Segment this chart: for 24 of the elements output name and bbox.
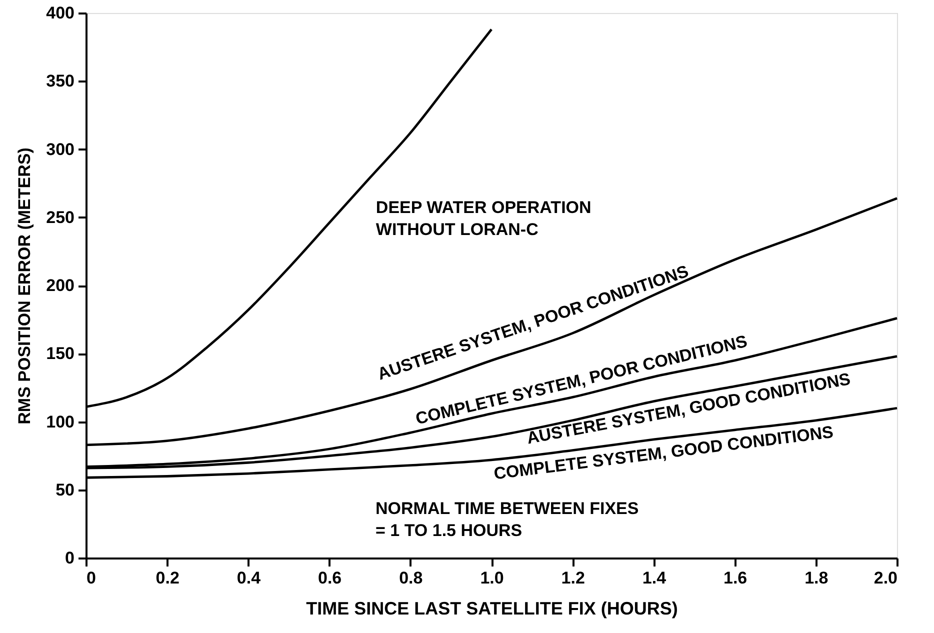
y-tick-label: 300 (46, 140, 74, 159)
y-tick-label: 350 (46, 72, 74, 91)
y-tick-label: 150 (46, 344, 74, 364)
y-tick-label: 400 (46, 4, 74, 22)
x-tick-label: 0.4 (236, 568, 262, 588)
x-tick-label: 0.2 (156, 568, 180, 588)
y-tick-label: 0 (65, 548, 74, 568)
annotation: NORMAL TIME BETWEEN FIXES = 1 TO 1.5 HOURS (376, 498, 639, 540)
x-tick-label: 0.8 (399, 568, 423, 588)
x-tick-label: 1.2 (561, 568, 585, 588)
y-tick-label: 100 (46, 412, 74, 432)
x-tick-label: 1.8 (804, 568, 828, 588)
y-tick-label: 200 (46, 276, 74, 295)
x-axis-title: TIME SINCE LAST SATELLITE FIX (HOURS) (306, 598, 678, 618)
x-tick-label: 1.6 (723, 568, 748, 588)
x-tick-label: 1.0 (480, 568, 504, 588)
y-axis-title: RMS POSITION ERROR (METERS) (15, 148, 34, 424)
x-tick-label: 0 (86, 568, 96, 588)
x-tick-label: 0.6 (318, 568, 342, 588)
y-tick-label: 250 (46, 208, 74, 227)
series-label: DEEP WATER OPERATION WITHOUT LORAN-C (376, 198, 592, 239)
x-tick-label: 2.0 (874, 568, 898, 588)
y-tick-label: 50 (56, 480, 74, 500)
x-tick-label: 1.4 (642, 568, 667, 588)
